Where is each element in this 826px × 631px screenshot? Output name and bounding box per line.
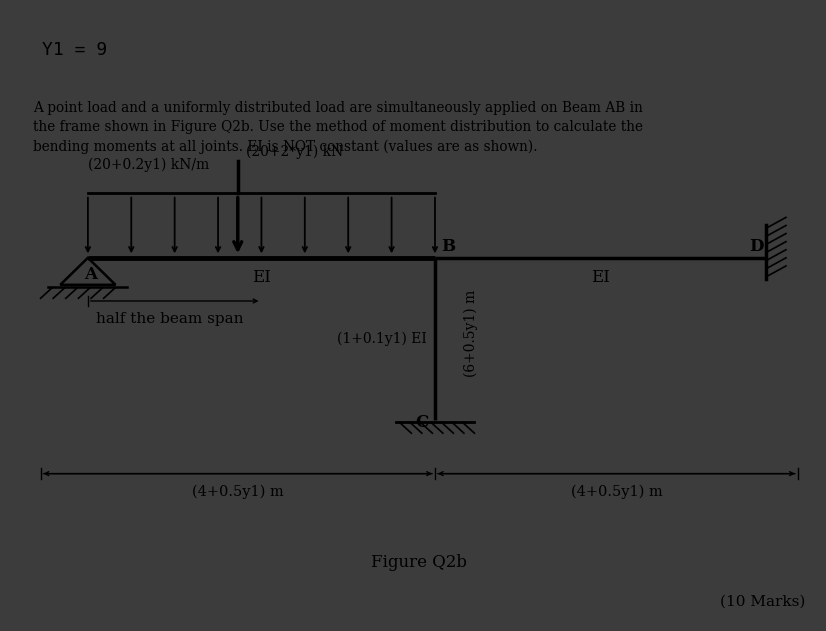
Text: (4+0.5y1) m: (4+0.5y1) m	[192, 485, 283, 499]
Text: (6+0.5y1) m: (6+0.5y1) m	[463, 290, 477, 377]
Text: C: C	[415, 415, 429, 431]
Text: (10 Marks): (10 Marks)	[720, 594, 805, 608]
Text: A point load and a uniformly distributed load are simultaneously applied on Beam: A point load and a uniformly distributed…	[33, 102, 643, 115]
Text: (20+2*y1) kN: (20+2*y1) kN	[245, 144, 343, 159]
Text: EI: EI	[252, 269, 271, 286]
Text: (20+0.2y1) kN/m: (20+0.2y1) kN/m	[88, 157, 209, 172]
Text: A: A	[84, 266, 97, 283]
Text: (4+0.5y1) m: (4+0.5y1) m	[571, 485, 662, 499]
Text: Y1 = 9: Y1 = 9	[42, 41, 107, 59]
Text: the frame shown in Figure Q2b. Use the method of moment distribution to calculat: the frame shown in Figure Q2b. Use the m…	[33, 121, 643, 134]
Text: bending moments at all joints. EI is NOT constant (values are as shown).: bending moments at all joints. EI is NOT…	[33, 139, 537, 153]
Text: D: D	[749, 238, 764, 255]
Text: half the beam span: half the beam span	[96, 312, 244, 326]
Text: EI: EI	[591, 269, 610, 286]
Text: (1+0.1y1) EI: (1+0.1y1) EI	[337, 331, 427, 346]
Text: B: B	[441, 238, 455, 255]
Text: Figure Q2b: Figure Q2b	[371, 554, 468, 570]
